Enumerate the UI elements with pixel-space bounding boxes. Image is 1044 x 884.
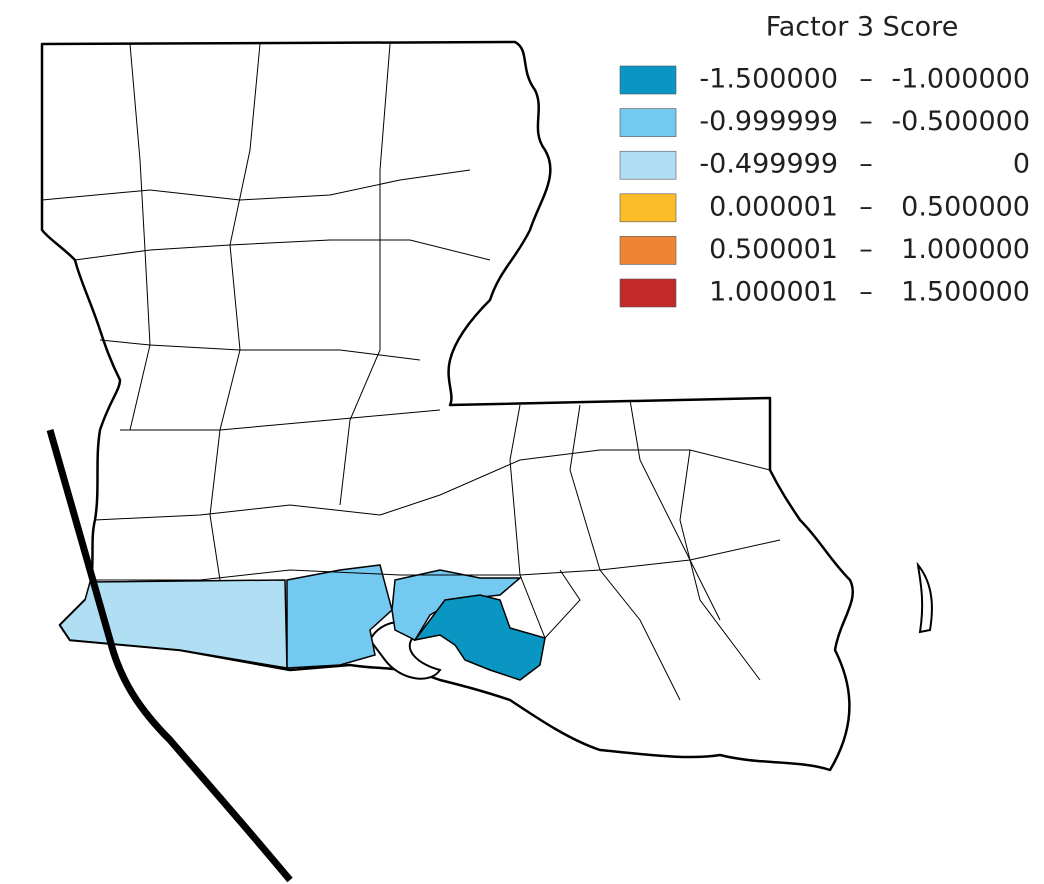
legend-separator: – <box>859 277 873 308</box>
legend: Factor 3 Score -1.500000– -1.000000-0.999… <box>619 12 1030 308</box>
legend-low: 0.500001 <box>709 234 838 265</box>
legend-separator: – <box>859 149 873 180</box>
track-line <box>46 429 293 883</box>
legend-high: 1.000000 <box>901 234 1030 265</box>
legend-separator: – <box>859 234 873 265</box>
parish <box>286 564 393 669</box>
parish <box>413 594 546 681</box>
legend-title: Factor 3 Score <box>766 12 959 43</box>
legend-swatch <box>619 150 677 180</box>
legend-swatch <box>619 65 677 95</box>
legend-low: -0.999999 <box>699 106 838 137</box>
legend-swatch <box>619 236 677 265</box>
legend-low: 1.000001 <box>709 277 838 308</box>
legend-high: 0 <box>1013 149 1030 180</box>
legend-low: -0.499999 <box>699 149 838 180</box>
legend-separator: – <box>859 106 873 137</box>
state-map <box>40 40 933 772</box>
parish <box>59 579 288 669</box>
legend-low: -1.500000 <box>699 64 838 95</box>
island <box>916 561 933 634</box>
legend-high: -0.500000 <box>891 106 1030 137</box>
parish-borders <box>41 43 781 701</box>
legend-high: 0.500000 <box>901 191 1030 222</box>
legend-separator: – <box>859 64 873 95</box>
legend-high: -1.000000 <box>891 64 1030 95</box>
legend-low: 0.000001 <box>709 191 838 222</box>
legend-swatch <box>619 278 677 308</box>
legend-swatch <box>619 193 677 223</box>
parish <box>391 569 523 641</box>
legend-separator: – <box>859 191 873 222</box>
legend-high: 1.500000 <box>901 277 1030 308</box>
legend-swatch <box>619 108 677 137</box>
